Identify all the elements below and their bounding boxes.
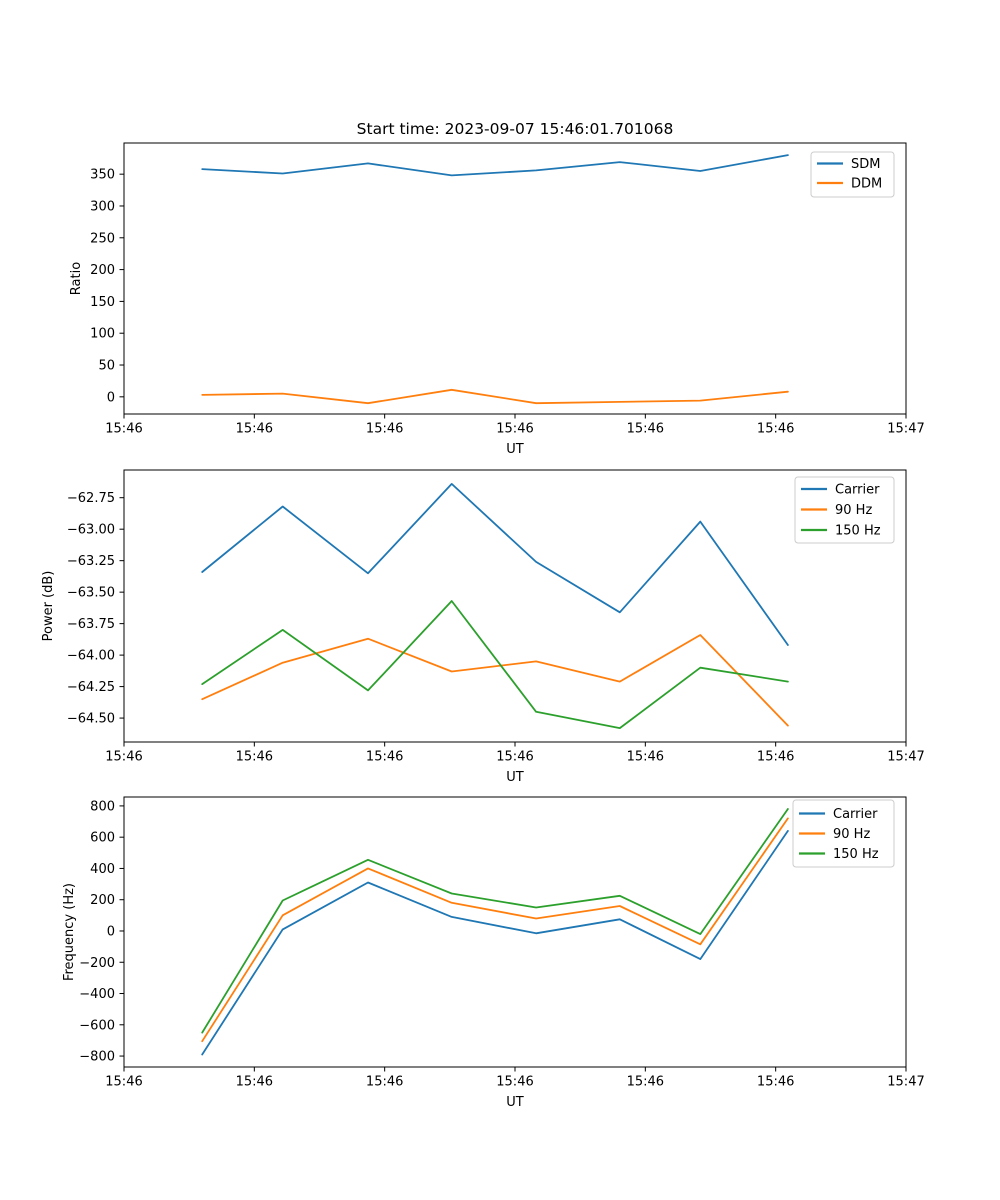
legend-label-150-hz: 150 Hz (833, 847, 879, 862)
y-tick-label: −64.00 (67, 649, 115, 664)
plot-area-power (123, 469, 907, 743)
chart-frequency: −800 −600 −400 −200 0 200 400 600 800 15:46 15:46 1… (62, 796, 925, 1110)
series-line-sdm (201, 154, 789, 177)
y-tick-label: 150 (90, 295, 115, 310)
y-tick-label: 50 (98, 359, 115, 374)
x-tick-label: 15:46 (105, 750, 142, 765)
y-tick-label: −600 (79, 1018, 115, 1033)
x-tick-label: 15:46 (236, 422, 273, 437)
legend-frame (792, 799, 895, 868)
series-line-carrier (201, 830, 789, 1056)
x-axis-label-ratio: UT (506, 442, 524, 457)
y-tick-label: −63.75 (67, 617, 115, 632)
legend-label-90-hz: 90 Hz (833, 827, 870, 842)
y-tick-label: −200 (79, 956, 115, 971)
chart-ratio: 0 50 100 150 200 250 300 350 15:46 15:46 15:46 15:4… (69, 142, 925, 457)
legend-label-sdm: SDM (851, 157, 880, 172)
y-tick-label: −63.25 (67, 554, 115, 569)
y-tick-label: 0 (107, 390, 115, 405)
series-line-90-hz (201, 634, 789, 727)
x-tick-label: 15:46 (627, 1075, 664, 1090)
y-tick-label: 600 (90, 831, 115, 846)
plot-area-frequency (123, 796, 907, 1068)
x-axis-label-frequency: UT (506, 1095, 524, 1110)
y-tick-label: −800 (79, 1050, 115, 1065)
x-tick-label: 15:46 (105, 422, 142, 437)
x-tick-label: 15:46 (236, 1075, 273, 1090)
legend-label-carrier: Carrier (835, 483, 880, 498)
x-tick-label: 15:46 (757, 422, 794, 437)
legend-frame (794, 476, 895, 544)
figure-title: Start time: 2023-09-07 15:46:01.701068 (357, 120, 674, 138)
chart-power: −64.50 −64.25 −64.00 −63.75 −63.50 −63.25 −63.… (41, 469, 925, 785)
y-tick-label: −62.75 (67, 491, 115, 506)
x-tick-label: 15:46 (627, 750, 664, 765)
legend-label-90-hz: 90 Hz (835, 503, 872, 518)
legend-label-ddm: DDM (851, 177, 882, 192)
x-tick-label: 15:46 (757, 1075, 794, 1090)
x-tick-label: 15:46 (366, 1075, 403, 1090)
x-tick-label: 15:46 (757, 750, 794, 765)
x-tick-label: 15:47 (887, 750, 924, 765)
y-tick-label: 800 (90, 799, 115, 814)
y-tick-label: 200 (90, 893, 115, 908)
charts-root: 0 50 100 150 200 250 300 350 15:46 15:46 15:46 15:4… (41, 142, 925, 1110)
y-tick-label: −400 (79, 987, 115, 1002)
y-axis-label-frequency: Frequency (Hz) (62, 883, 77, 981)
y-tick-label: 100 (90, 327, 115, 342)
legend-power: Carrier 90 Hz 150 Hz (794, 476, 895, 544)
legend-ratio: SDM DDM (810, 151, 895, 198)
y-axis-label-ratio: Ratio (69, 262, 84, 295)
y-axis-label-power: Power (dB) (41, 571, 56, 642)
x-tick-label: 15:46 (105, 1075, 142, 1090)
y-tick-label: 250 (90, 231, 115, 246)
series-line-150-hz (201, 600, 789, 729)
x-tick-label: 15:46 (496, 750, 533, 765)
y-tick-label: 400 (90, 862, 115, 877)
x-tick-label: 15:46 (496, 1075, 533, 1090)
y-tick-label: 350 (90, 168, 115, 183)
x-tick-label: 15:46 (236, 750, 273, 765)
x-tick-label: 15:46 (627, 422, 664, 437)
legend-label-150-hz: 150 Hz (835, 524, 881, 539)
series-line-carrier (201, 482, 789, 646)
plot-area-ratio (123, 142, 907, 415)
x-tick-label: 15:46 (366, 422, 403, 437)
y-tick-label: −63.00 (67, 523, 115, 538)
x-tick-label: 15:46 (366, 750, 403, 765)
y-tick-label: 200 (90, 263, 115, 278)
y-tick-label: 0 (107, 924, 115, 939)
series-line-ddm (201, 388, 789, 405)
x-tick-label: 15:47 (887, 1075, 924, 1090)
x-tick-label: 15:46 (496, 422, 533, 437)
y-tick-label: 300 (90, 199, 115, 214)
legend-frequency: Carrier 90 Hz 150 Hz (792, 799, 895, 868)
series-line-90-hz (201, 817, 789, 1043)
y-tick-label: −63.50 (67, 586, 115, 601)
y-tick-label: −64.25 (67, 680, 115, 695)
y-tick-label: −64.50 (67, 712, 115, 727)
x-tick-label: 15:47 (887, 422, 924, 437)
x-axis-label-power: UT (506, 770, 524, 785)
series-line-150-hz (201, 808, 789, 1034)
legend-label-carrier: Carrier (833, 807, 878, 822)
